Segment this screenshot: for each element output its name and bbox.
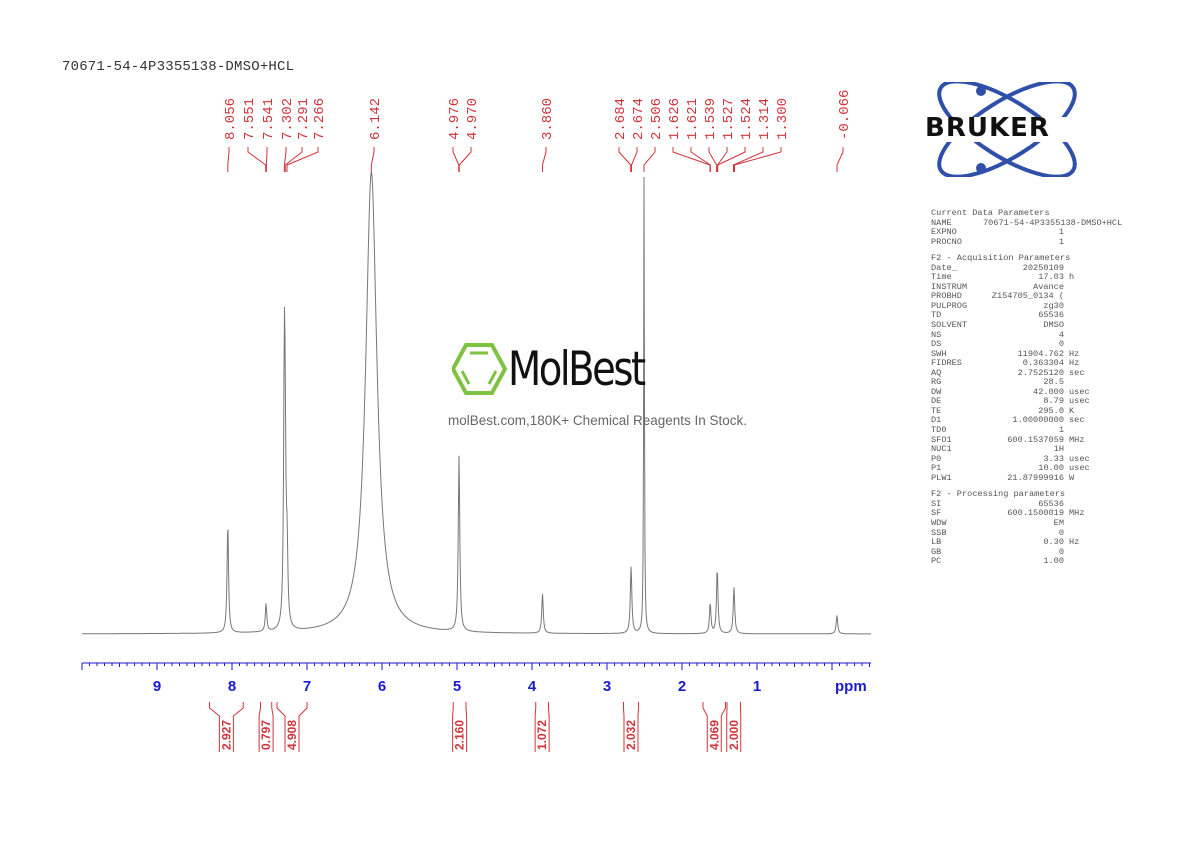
parameter-row: PLW1 21.87999916 W	[931, 472, 1075, 483]
x-axis-tick-label: 7	[303, 678, 311, 695]
peak-label: 3.860	[540, 98, 556, 140]
parameter-row: SSB 0	[931, 527, 1064, 538]
peak-label: 7.541	[261, 98, 277, 140]
peak-label: 1.527	[721, 98, 737, 140]
parameter-row: NS 4	[931, 329, 1064, 340]
integral-regions: 2.927 0.797 4.908 2.160 1.072 2.032 4.069 2.000	[209, 702, 742, 752]
peak-label: 7.266	[312, 98, 328, 140]
parameter-row: TD0 1	[931, 425, 1064, 436]
parameter-row: PC 1.00	[931, 556, 1064, 567]
peak-label: 1.626	[667, 98, 683, 140]
molbest-brand-name: MolBest	[508, 342, 646, 397]
svg-text:1.072: 1.072	[535, 720, 549, 750]
x-axis-tick-label: 2	[678, 678, 686, 695]
parameter-row: SFO1 600.1537059 MHz	[931, 434, 1085, 445]
peak-label: 7.291	[296, 98, 312, 140]
peak-label: 1.524	[739, 98, 755, 140]
parameter-row: PROBHD Z154705_0134 (	[931, 291, 1064, 302]
svg-text:4.908: 4.908	[285, 720, 299, 750]
parameter-row: SI 65536	[931, 498, 1064, 509]
x-axis-tick-label: 6	[378, 678, 386, 695]
spectrum-title: 70671-54-4P3355138-DMSO+HCL	[62, 59, 295, 75]
parameter-row: FIDRES 0.363304 Hz	[931, 358, 1080, 369]
peak-label: 4.976	[447, 98, 463, 140]
parameter-row: WDW EM	[931, 517, 1064, 528]
integral-marker: 2.032	[623, 702, 639, 752]
parameter-row: AQ 2.7525120 sec	[931, 367, 1085, 378]
integral-marker: 2.000	[726, 702, 742, 752]
peak-label: 2.684	[613, 98, 629, 140]
x-axis-tick-label: 9	[153, 678, 161, 695]
x-axis-tick-label: 3	[603, 678, 611, 695]
parameter-row: LB 0.30 Hz	[931, 537, 1080, 548]
peak-label: -0.066	[837, 90, 853, 140]
peak-label: 6.142	[368, 98, 384, 140]
peak-label: 8.056	[223, 98, 239, 140]
parameter-row: EXPNO 1	[931, 227, 1064, 238]
parameter-row: P1 10.00 usec	[931, 463, 1090, 474]
integral-marker: 4.908	[276, 702, 308, 752]
bruker-logo-text: BRUKER	[925, 113, 1050, 143]
spectrum-trace	[82, 170, 871, 635]
parameter-row: NUC1 1H	[931, 444, 1064, 455]
peak-labels: 8.056 7.551 7.541 7.302 7.291 7.266 6.142 4.976…	[223, 90, 853, 140]
integral-marker: 1.072	[534, 702, 550, 752]
parameter-section-header: F2 - Acquisition Parameters	[931, 253, 1071, 264]
parameter-row: TD 65536	[931, 310, 1064, 321]
parameter-row: PULPROG zg30	[931, 300, 1064, 311]
svg-text:2.927: 2.927	[219, 720, 233, 750]
parameter-row: DW 42.000 usec	[931, 386, 1090, 397]
svg-text:2.160: 2.160	[453, 720, 467, 750]
parameter-section-header: F2 - Processing parameters	[931, 489, 1066, 500]
bruker-logo	[925, 82, 1090, 177]
parameter-row: GB 0	[931, 546, 1064, 557]
parameter-row: RG 28.5	[931, 377, 1064, 388]
peak-label: 1.300	[775, 98, 791, 140]
parameter-row: Date_ 20250109	[931, 262, 1064, 273]
x-axis-tick-label: 4	[528, 678, 537, 695]
molbest-hexagon-icon	[452, 343, 508, 395]
parameter-row: SF 600.1500019 MHz	[931, 508, 1085, 519]
integral-marker: 2.160	[452, 702, 468, 752]
integral-marker: 2.927	[209, 702, 244, 752]
x-axis-tick-label: 5	[453, 678, 461, 695]
parameter-row: SOLVENT DMSO	[931, 320, 1064, 331]
peak-leader-lines	[227, 147, 844, 172]
svg-text:0.797: 0.797	[259, 720, 273, 750]
x-axis-tick-label: 8	[228, 678, 236, 695]
parameter-row: Time 17.03 h	[931, 272, 1075, 283]
parameter-row: PROCNO 1	[931, 236, 1064, 247]
parameter-row: NAME 70671-54-4P3355138-DMSO+HCL	[931, 217, 1123, 228]
parameter-row: DE 8.79 usec	[931, 396, 1090, 407]
peak-label: 7.302	[280, 98, 296, 140]
parameter-row: SWH 11904.762 Hz	[931, 348, 1080, 359]
peak-label: 1.621	[685, 98, 701, 140]
x-axis: 9 8 7 6 5 4 3 2 1 ppm	[81, 662, 871, 695]
parameter-row: INSTRUM Avance	[931, 281, 1064, 292]
acquisition-parameters-panel: Current Data Parameters NAME 70671-54-4P33…	[931, 208, 1127, 567]
peak-label: 1.314	[757, 98, 773, 140]
peak-label: 2.674	[631, 98, 647, 140]
svg-text:4.069: 4.069	[707, 720, 721, 750]
integral-marker: 0.797	[258, 702, 274, 752]
parameter-section-header: Current Data Parameters	[931, 208, 1050, 218]
x-axis-unit-label: ppm	[835, 678, 867, 695]
peak-label: 4.970	[465, 98, 481, 140]
parameter-row: TE 295.0 K	[931, 405, 1075, 416]
integral-marker: 4.069	[702, 702, 726, 752]
svg-text:2.000: 2.000	[727, 720, 741, 750]
parameter-row: D1 1.00000000 sec	[931, 415, 1085, 426]
peak-label: 7.551	[242, 98, 258, 140]
molbest-tagline: molBest.com,180K+ Chemical Reagents In S…	[448, 413, 748, 428]
svg-text:2.032: 2.032	[624, 720, 638, 750]
peak-label: 1.539	[703, 98, 719, 140]
parameter-row: DS 0	[931, 339, 1064, 350]
x-axis-tick-label: 1	[753, 678, 761, 695]
parameter-row: P0 3.33 usec	[931, 453, 1090, 464]
peak-label: 2.506	[649, 98, 665, 140]
